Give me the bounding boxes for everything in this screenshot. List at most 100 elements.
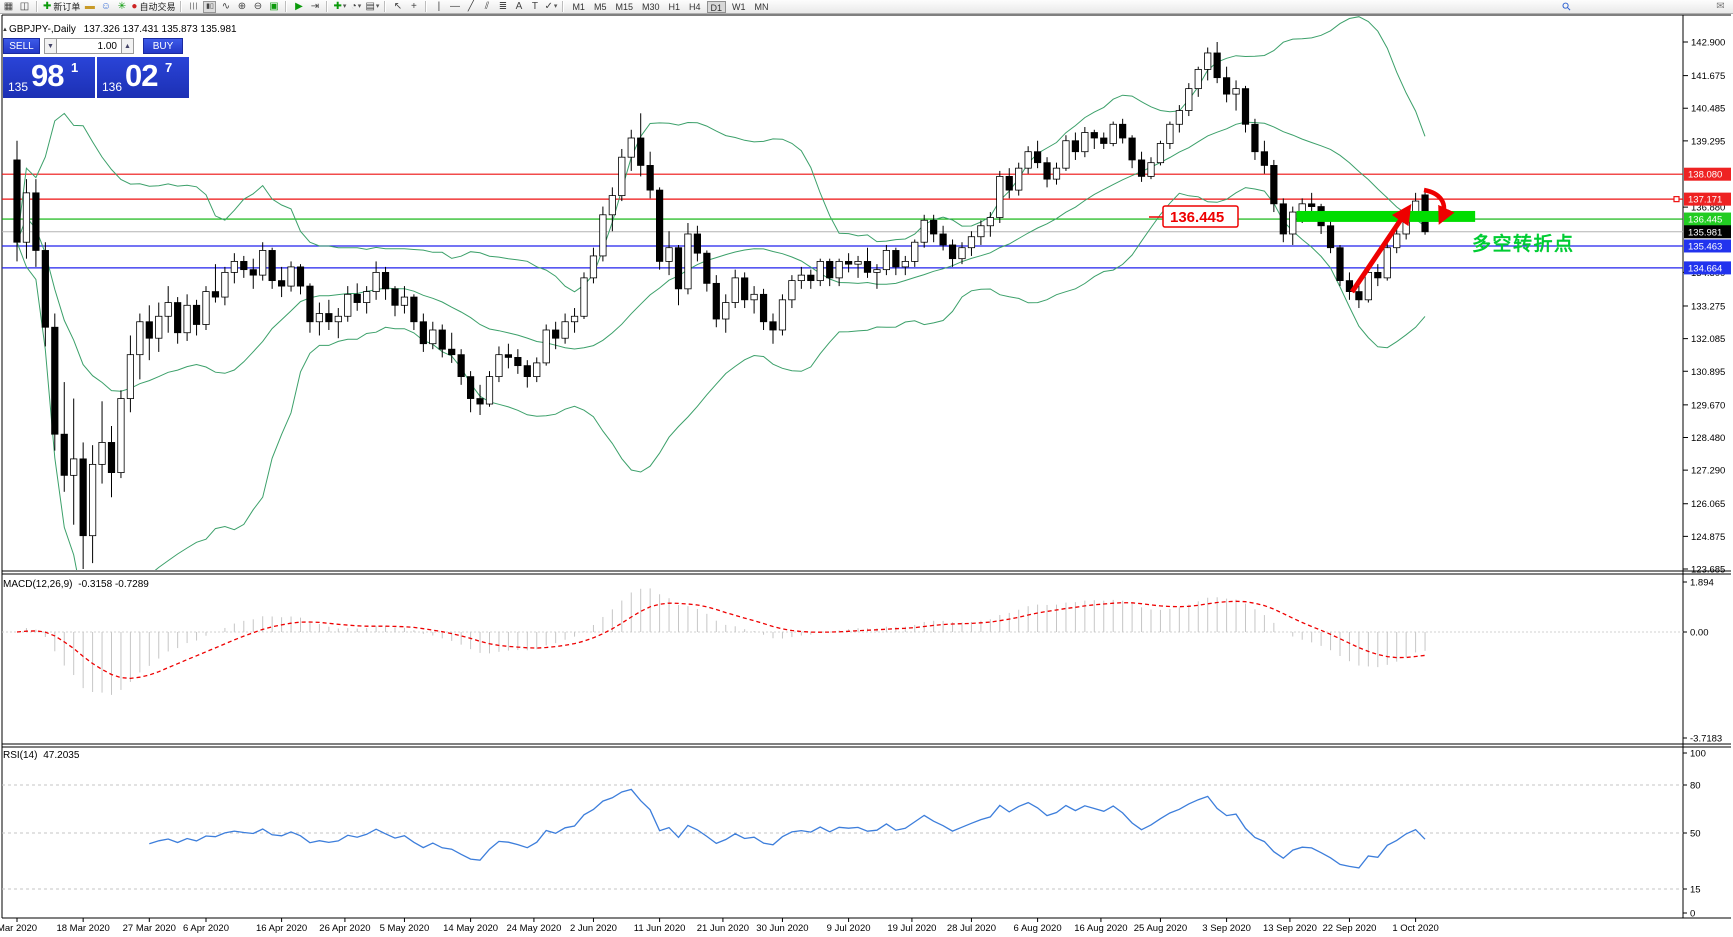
volume-decrease-button[interactable]: ▼ [44, 38, 57, 54]
svg-text:16 Aug 2020: 16 Aug 2020 [1074, 923, 1127, 934]
volume-input[interactable]: 1.00 [57, 38, 121, 54]
chat-icon[interactable]: ✉ [1716, 0, 1725, 12]
indicators-button[interactable]: ✚ ▾ [333, 0, 347, 12]
toolbar-separator [562, 1, 565, 12]
svg-text:134.664: 134.664 [1688, 263, 1722, 274]
rsi-plot [2, 784, 1683, 890]
candlestick-icon[interactable]: ▮▯ [203, 0, 217, 13]
zoom-out-icon[interactable]: ⊖ [253, 0, 263, 12]
crosshair-icon[interactable]: + [411, 0, 417, 12]
chart-title: GBPJPY-,Daily 137.326 137.431 135.873 13… [9, 24, 237, 35]
timeframe-m1[interactable]: M1 [572, 1, 585, 12]
svg-text:15: 15 [1690, 885, 1701, 896]
rsi-axis: 100 80 50 15 0 [1683, 749, 1706, 920]
autotrading-icon: ● [131, 0, 138, 12]
svg-text:141.675: 141.675 [1691, 71, 1725, 82]
buy-button[interactable]: BUY [143, 38, 183, 54]
periods-button[interactable]: ◔ ▾ [350, 0, 362, 12]
sell-price-small: 135 [8, 80, 29, 94]
macd-label: MACD(12,26,9) -0.3158 -0.7289 [3, 579, 149, 590]
svg-text:124.875: 124.875 [1691, 532, 1725, 543]
volume-increase-button[interactable]: ▲ [121, 38, 134, 54]
channel-icon[interactable]: ⫽ [484, 0, 490, 12]
svg-text:123.685: 123.685 [1691, 565, 1725, 576]
svg-text:6 Apr 2020: 6 Apr 2020 [183, 923, 229, 934]
timeframe-m30[interactable]: M30 [641, 1, 660, 12]
svg-text:24 May 2020: 24 May 2020 [506, 923, 561, 934]
timeframe-mn[interactable]: MN [754, 1, 769, 12]
market-icon[interactable]: ▬ [84, 0, 95, 12]
chart-window[interactable]: 142.900141.675140.485139.295136.880134.5… [0, 14, 1733, 937]
svg-text:139.295: 139.295 [1691, 136, 1725, 147]
svg-text:22 Sep 2020: 22 Sep 2020 [1323, 923, 1377, 934]
svg-text:100: 100 [1690, 749, 1706, 760]
text-tool-icon[interactable]: A [515, 0, 523, 12]
toolbar-separator [425, 1, 428, 12]
svg-text:132.085: 132.085 [1691, 334, 1725, 345]
svg-text:-3.7183: -3.7183 [1690, 734, 1722, 745]
plus-icon: ✚ [43, 0, 52, 12]
svg-text:140.485: 140.485 [1691, 104, 1725, 115]
svg-text:5 May 2020: 5 May 2020 [380, 923, 430, 934]
svg-text:133.275: 133.275 [1691, 301, 1725, 312]
svg-text:136.445: 136.445 [1688, 215, 1722, 226]
tile-windows-icon[interactable]: ▣ [269, 0, 279, 12]
bar-chart-icon[interactable]: ||| [189, 2, 199, 10]
cursor-icon[interactable]: ↖ [393, 0, 403, 12]
up-trend-arrow[interactable] [1349, 204, 1412, 294]
sell-price-panel[interactable]: 135 98 1 [3, 57, 95, 98]
arrows-tool-button[interactable]: ✓ ▾ [544, 0, 558, 12]
price-axis[interactable]: 142.900141.675140.485139.295136.880134.5… [1683, 38, 1731, 576]
templates-button[interactable]: ▤ ▾ [365, 0, 380, 12]
macd-values: -0.3158 -0.7289 [78, 579, 149, 590]
line-chart-icon[interactable]: ∿ [221, 0, 231, 12]
vertical-line-icon[interactable]: | [437, 0, 441, 12]
svg-text:6 Aug 2020: 6 Aug 2020 [1014, 923, 1062, 934]
svg-text:3 Sep 2020: 3 Sep 2020 [1202, 923, 1251, 934]
svg-text:18 Mar 2020: 18 Mar 2020 [56, 923, 109, 934]
annotations-layer: 136.445 多空转折点 [1149, 187, 1573, 294]
label-tool-icon[interactable]: T [531, 0, 538, 12]
symbol-period-label: GBPJPY-,Daily [9, 24, 76, 35]
panel-borders [1, 14, 1731, 919]
svg-text:30 Jun 2020: 30 Jun 2020 [756, 923, 808, 934]
toolbar-separator [285, 1, 288, 12]
fibonacci-icon[interactable]: ≣ [498, 0, 508, 12]
autotrading-button[interactable]: ● 自动交易 [131, 1, 175, 13]
timeframe-h4[interactable]: H4 [689, 1, 701, 12]
timeframe-d1[interactable]: D1 [706, 0, 727, 13]
new-chart-icon[interactable]: ▦ [3, 0, 14, 12]
svg-text:0: 0 [1690, 909, 1695, 920]
community-icon[interactable]: ☺ [100, 0, 112, 12]
buy-price-panel[interactable]: 136 02 7 [97, 57, 189, 98]
rsi-value: 47.2035 [43, 750, 80, 761]
price-annotation-box[interactable] [1162, 205, 1239, 228]
support-zone-bar[interactable] [1296, 210, 1476, 222]
chart-shift-icon[interactable]: ⇥ [310, 0, 320, 12]
signals-icon[interactable]: ✳ [117, 0, 127, 12]
timeframe-h1[interactable]: H1 [668, 1, 681, 12]
sell-price-sup: 1 [71, 60, 79, 75]
svg-text:1 Oct 2020: 1 Oct 2020 [1392, 923, 1438, 934]
one-click-trading-panel: SELL ▼ 1.00 ▲ BUY 135 98 1 136 02 7 [3, 38, 189, 98]
svg-text:16 Apr 2020: 16 Apr 2020 [256, 923, 307, 934]
market-watch-icon[interactable]: ◫ [19, 0, 30, 12]
chart-background [0, 14, 1733, 937]
reversal-hook-arrow[interactable] [1423, 187, 1455, 225]
trendline-icon[interactable]: ╱ [467, 0, 474, 12]
svg-text:135.981: 135.981 [1688, 227, 1722, 238]
sell-button[interactable]: SELL [3, 38, 40, 54]
search-icon[interactable]: ⚲ [1560, 0, 1575, 14]
autoscroll-icon[interactable]: ▶ [295, 0, 303, 12]
rsi-label: RSI(14) 47.2035 [3, 750, 80, 761]
zoom-in-icon[interactable]: ⊕ [237, 0, 247, 12]
time-axis[interactable]: Mar 2020 18 Mar 2020 27 Mar 2020 6 Apr 2020… [0, 918, 1439, 934]
svg-text:130.895: 130.895 [1691, 367, 1725, 378]
chart-group-marker: ▲ [2, 27, 8, 33]
svg-text:Mar 2020: Mar 2020 [0, 923, 37, 934]
new-order-button[interactable]: ✚ 新订单 [43, 1, 80, 13]
horizontal-line-icon[interactable]: — [449, 0, 460, 12]
timeframe-m5[interactable]: M5 [593, 1, 607, 12]
timeframe-m15[interactable]: M15 [615, 1, 633, 12]
timeframe-w1[interactable]: W1 [732, 1, 746, 12]
